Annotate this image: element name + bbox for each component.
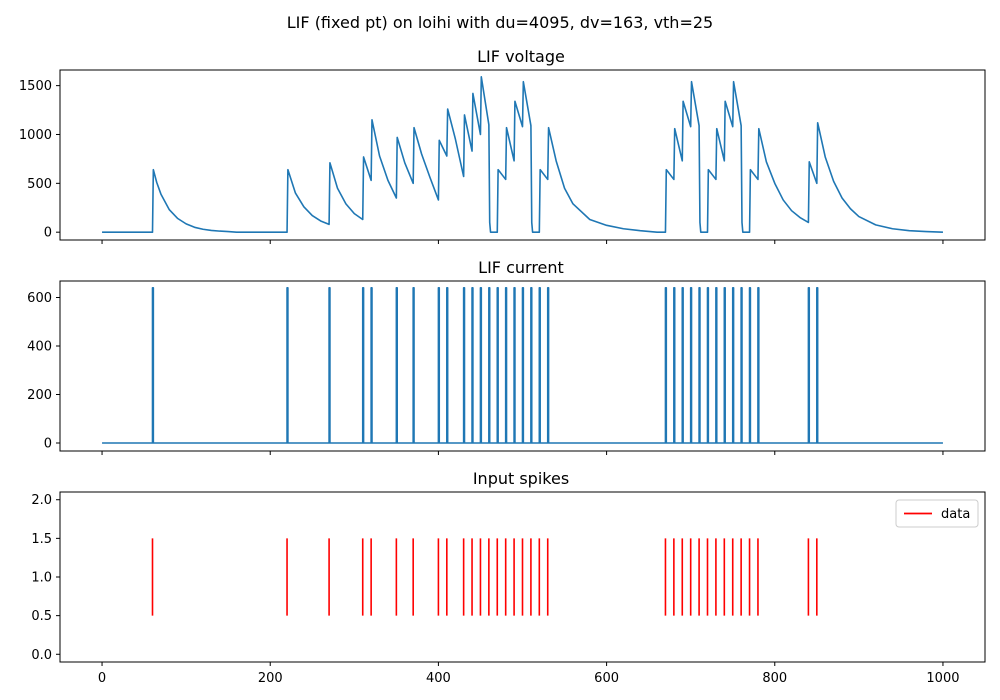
panel-input-spikes-marks: 0.0 0.5 1.0 1.5 2.0 0 200 400 600 800 1000 data: [31, 491, 986, 686]
current-ytick-label: 0: [44, 436, 52, 451]
legend-box: [895, 499, 979, 528]
current-ytick-label: 200: [27, 388, 52, 403]
panel-voltage-title: LIF voltage: [477, 47, 565, 66]
panel-voltage: LIF voltage 0 500 1000 1500: [19, 47, 986, 244]
current-ytick-label: 400: [27, 339, 52, 354]
input-ytick-label: 0.0: [31, 648, 52, 663]
input-xtick-label: 800: [762, 671, 787, 686]
panel-current-title: LIF current: [478, 258, 564, 277]
input-ytick-label: 2.0: [31, 493, 52, 508]
input-ytick-label: 0.5: [31, 609, 52, 624]
figure-suptitle: LIF (fixed pt) on loihi with du=4095, dv…: [287, 13, 713, 32]
panel-input-spikes: Input spikes 0.0 0.5 1.0 1.5 2.0 0 200 400 600 80…: [31, 469, 986, 686]
voltage-axes-frame: [59, 69, 986, 241]
input-ytick-label: 1.5: [31, 532, 52, 547]
current-series-line: [102, 286, 943, 444]
input-ytick-label: 1.0: [31, 571, 52, 586]
input-xtick-label: 400: [426, 671, 451, 686]
input-xtick-label: 600: [594, 671, 619, 686]
panel-current-marks: 0 200 400 600: [27, 280, 986, 455]
panel-input-spikes-title: Input spikes: [473, 469, 569, 488]
current-ytick-label: 600: [27, 291, 52, 306]
input-xtick-label: 1000: [926, 671, 959, 686]
voltage-ytick-label: 500: [27, 177, 52, 192]
voltage-series-line: [102, 76, 943, 233]
panel-voltage-marks: 0 500 1000 1500: [19, 69, 986, 244]
current-axes-frame: [59, 280, 986, 452]
legend-label: data: [941, 507, 970, 522]
panel-current: LIF current 0 200 400 600: [27, 258, 986, 455]
voltage-ytick-label: 1000: [19, 128, 52, 143]
voltage-ytick-label: 1500: [19, 79, 52, 94]
input-xtick-label: 0: [98, 671, 106, 686]
voltage-ytick-label: 0: [44, 226, 52, 241]
input-xtick-label: 200: [258, 671, 283, 686]
